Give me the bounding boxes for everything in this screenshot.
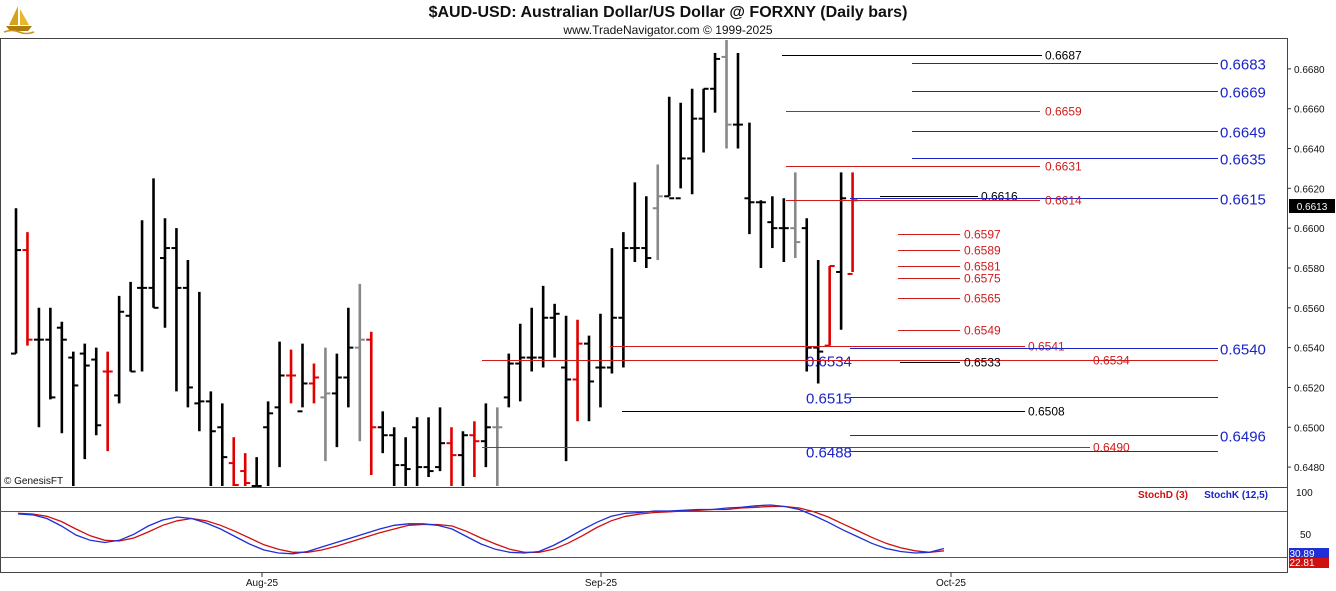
price-tick-label: 0.6680 [1294,65,1325,76]
x-tick-sep: Sep-25 [585,578,618,589]
price-level-label: 0.6631 [1045,160,1082,174]
price-tick-label: 0.6640 [1294,145,1325,156]
price-axis: 0.6680 0.6660 0.6640 0.6620 0.6600 0.6580 0.65… [1287,65,1325,474]
chart-title: $AUD-USD: Australian Dollar/US Dollar @ … [429,4,908,21]
stoch-tick-100: 100 [1296,488,1313,499]
price-tick-label: 0.6500 [1294,423,1325,434]
price-level-label: 0.6534 [1093,354,1130,368]
price-level-label: 0.6575 [964,272,1001,286]
price-tick-label: 0.6540 [1294,344,1325,355]
price-level-label: 0.6683 [1220,57,1266,74]
price-level-label: 0.6614 [1045,194,1082,208]
header: $AUD-USD: Australian Dollar/US Dollar @ … [4,3,907,37]
price-level-label: 0.6534 [806,354,852,371]
price-tick-label: 0.6620 [1294,184,1325,195]
price-level-label: 0.6515 [806,391,852,408]
price-level-label: 0.6589 [964,244,1001,258]
price-level-label: 0.6533 [964,356,1001,370]
price-tick-label: 0.6600 [1294,224,1325,235]
price-level-label: 0.6565 [964,292,1001,306]
price-level-label: 0.6597 [964,228,1001,242]
price-level-label: 0.6540 [1220,342,1266,359]
price-tick-label: 0.6560 [1294,304,1325,315]
price-tick-label: 0.6480 [1294,463,1325,474]
price-level-label: 0.6687 [1045,49,1082,63]
price-level-label: 0.6659 [1045,105,1082,119]
price-panel [1,39,1288,488]
price-level-label: 0.6490 [1093,441,1130,455]
stoch-d-badge: 22.81 [1289,558,1329,569]
price-level-label: 0.6488 [806,445,852,462]
price-level-label: 0.6615 [1220,192,1266,209]
copyright-label: © GenesisFT [4,476,63,487]
last-price-label: 0.6613 [1297,202,1328,213]
price-level-label: 0.6508 [1028,405,1065,419]
price-level-label: 0.6549 [964,324,1001,338]
price-tick-label: 0.6520 [1294,383,1325,394]
stoch-d-value: 22.81 [1289,558,1314,569]
x-tick-aug: Aug-25 [246,578,279,589]
chart-subtitle: www.TradeNavigator.com © 1999-2025 [562,23,772,37]
last-price-badge: 0.6613 [1289,199,1335,213]
price-level-label: 0.6635 [1220,152,1266,169]
price-level-label: 0.6541 [1028,340,1065,354]
price-level-label: 0.6669 [1220,85,1266,102]
stoch-panel [1,488,1288,573]
x-tick-oct: Oct-25 [936,578,966,589]
price-level-label: 0.6496 [1220,429,1266,446]
price-level-label: 0.6649 [1220,125,1266,142]
price-tick-label: 0.6580 [1294,264,1325,275]
stoch-d-legend: StochD (3) [1138,490,1188,501]
stoch-tick-50: 50 [1300,530,1312,541]
sailboat-logo-icon [4,3,34,34]
stoch-k-legend: StochK (12,5) [1204,490,1268,501]
price-level-label: 0.6616 [981,190,1018,204]
price-tick-label: 0.6660 [1294,105,1325,116]
x-axis: Aug-25 Sep-25 Oct-25 [246,573,967,589]
